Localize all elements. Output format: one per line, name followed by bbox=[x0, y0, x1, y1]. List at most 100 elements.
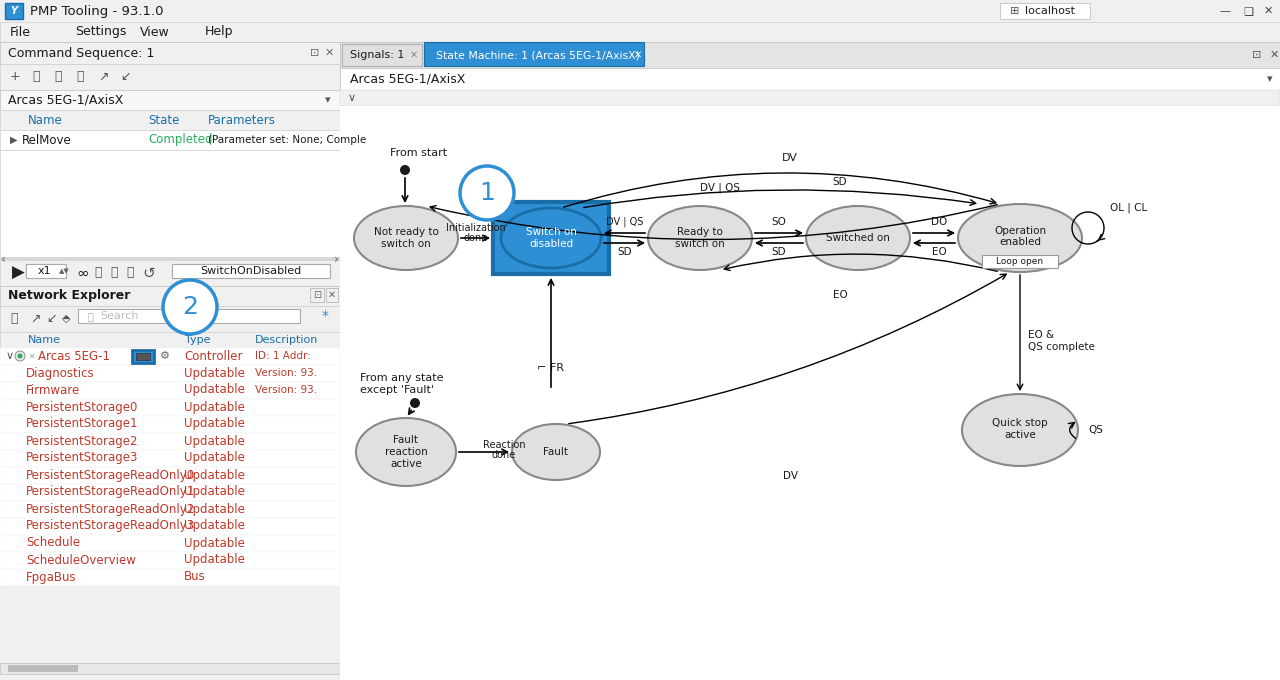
Text: 💾: 💾 bbox=[54, 71, 61, 84]
Text: Updatable: Updatable bbox=[184, 452, 244, 464]
Text: active: active bbox=[1004, 430, 1036, 440]
Text: File: File bbox=[10, 25, 31, 39]
Text: ✕: ✕ bbox=[634, 50, 643, 60]
Text: Quick stop: Quick stop bbox=[992, 418, 1048, 428]
Text: 💾: 💾 bbox=[76, 71, 83, 84]
Text: PersistentStorage1: PersistentStorage1 bbox=[26, 418, 138, 430]
Text: switch on: switch on bbox=[381, 239, 431, 249]
FancyBboxPatch shape bbox=[0, 257, 340, 262]
Text: PersistentStorage2: PersistentStorage2 bbox=[26, 435, 138, 447]
Text: ❑: ❑ bbox=[1243, 6, 1253, 16]
Text: Switched on: Switched on bbox=[826, 233, 890, 243]
Text: done: done bbox=[463, 233, 488, 243]
FancyBboxPatch shape bbox=[0, 286, 340, 306]
Text: ID: 1 Addr:: ID: 1 Addr: bbox=[255, 351, 311, 361]
Text: active: active bbox=[390, 459, 422, 469]
FancyBboxPatch shape bbox=[5, 3, 23, 19]
FancyBboxPatch shape bbox=[0, 501, 340, 518]
Text: 🔌: 🔌 bbox=[10, 313, 18, 326]
Text: Version: 93.: Version: 93. bbox=[255, 368, 317, 378]
Text: (Parameter set: None; Comple: (Parameter set: None; Comple bbox=[207, 135, 366, 145]
Text: ScheduleOverview: ScheduleOverview bbox=[26, 554, 136, 566]
Text: x1: x1 bbox=[38, 266, 51, 276]
Text: 🔍: 🔍 bbox=[88, 311, 93, 321]
Text: Updatable: Updatable bbox=[184, 520, 244, 532]
Text: ✕: ✕ bbox=[328, 290, 337, 300]
Text: ⚙: ⚙ bbox=[160, 351, 170, 361]
Text: Initialization: Initialization bbox=[447, 223, 506, 233]
Ellipse shape bbox=[648, 206, 753, 270]
FancyBboxPatch shape bbox=[0, 260, 340, 286]
Text: Operation: Operation bbox=[995, 226, 1046, 236]
Text: enabled: enabled bbox=[998, 237, 1041, 247]
Circle shape bbox=[410, 398, 420, 408]
FancyBboxPatch shape bbox=[0, 110, 340, 130]
Text: ▶: ▶ bbox=[12, 264, 24, 282]
Text: PersistentStorage3: PersistentStorage3 bbox=[26, 452, 138, 464]
FancyBboxPatch shape bbox=[0, 22, 1280, 42]
FancyBboxPatch shape bbox=[0, 399, 340, 416]
FancyBboxPatch shape bbox=[0, 365, 340, 382]
Text: except 'Fault': except 'Fault' bbox=[360, 385, 434, 395]
Text: PersistentStorageReadOnly3: PersistentStorageReadOnly3 bbox=[26, 520, 195, 532]
Text: Ready to: Ready to bbox=[677, 227, 723, 237]
Text: Type: Type bbox=[186, 335, 210, 345]
Text: SD: SD bbox=[772, 247, 786, 257]
Text: ✕: ✕ bbox=[325, 48, 334, 58]
Text: ↙: ↙ bbox=[46, 313, 56, 326]
Text: FpgaBus: FpgaBus bbox=[26, 571, 77, 583]
Text: ▾: ▾ bbox=[325, 95, 330, 105]
FancyBboxPatch shape bbox=[0, 130, 340, 150]
Text: —: — bbox=[1220, 6, 1230, 16]
Text: EO: EO bbox=[932, 247, 946, 257]
Text: Updatable: Updatable bbox=[184, 401, 244, 413]
Ellipse shape bbox=[963, 394, 1078, 466]
Text: DV: DV bbox=[782, 471, 797, 481]
FancyBboxPatch shape bbox=[0, 569, 340, 586]
Text: Arcas 5EG-1/AxisX: Arcas 5EG-1/AxisX bbox=[8, 94, 123, 107]
Text: ∨: ∨ bbox=[6, 351, 14, 361]
Text: Updatable: Updatable bbox=[184, 537, 244, 549]
Text: ✕: ✕ bbox=[410, 50, 419, 60]
Text: Command Sequence: 1: Command Sequence: 1 bbox=[8, 46, 155, 60]
Text: Diagnostics: Diagnostics bbox=[26, 367, 95, 379]
Text: Search: Search bbox=[100, 311, 138, 321]
Text: ‹: ‹ bbox=[1, 252, 6, 265]
Text: Updatable: Updatable bbox=[184, 435, 244, 447]
FancyBboxPatch shape bbox=[0, 332, 340, 348]
FancyBboxPatch shape bbox=[0, 0, 1280, 22]
Text: switch on: switch on bbox=[675, 239, 724, 249]
FancyBboxPatch shape bbox=[0, 484, 340, 501]
Text: PersistentStorage0: PersistentStorage0 bbox=[26, 401, 138, 413]
Text: Completed: Completed bbox=[148, 133, 212, 146]
FancyBboxPatch shape bbox=[0, 150, 340, 258]
FancyBboxPatch shape bbox=[340, 106, 1280, 680]
Text: Fault: Fault bbox=[544, 447, 568, 457]
Ellipse shape bbox=[500, 208, 602, 268]
Text: Name: Name bbox=[28, 335, 61, 345]
FancyBboxPatch shape bbox=[493, 202, 609, 274]
Text: done: done bbox=[492, 450, 516, 460]
Text: Updatable: Updatable bbox=[184, 469, 244, 481]
Text: Bus: Bus bbox=[184, 571, 206, 583]
FancyBboxPatch shape bbox=[8, 665, 78, 672]
Text: From start: From start bbox=[390, 148, 447, 158]
FancyBboxPatch shape bbox=[0, 306, 340, 332]
Text: PersistentStorageReadOnly1: PersistentStorageReadOnly1 bbox=[26, 486, 196, 498]
Text: Fault: Fault bbox=[393, 435, 419, 445]
Text: From any state: From any state bbox=[360, 373, 443, 383]
Text: View: View bbox=[140, 25, 170, 39]
Text: DO: DO bbox=[931, 217, 947, 227]
FancyBboxPatch shape bbox=[0, 535, 340, 552]
Text: +: + bbox=[10, 71, 20, 84]
Text: PersistentStorageReadOnly0: PersistentStorageReadOnly0 bbox=[26, 469, 195, 481]
Text: PMP Tooling - 93.1.0: PMP Tooling - 93.1.0 bbox=[29, 5, 164, 18]
Text: ⌐ FR: ⌐ FR bbox=[538, 363, 564, 373]
Text: *: * bbox=[323, 309, 329, 323]
FancyBboxPatch shape bbox=[0, 348, 340, 365]
Circle shape bbox=[163, 280, 218, 334]
Ellipse shape bbox=[355, 206, 458, 270]
Text: ↙: ↙ bbox=[120, 71, 131, 84]
Text: ⏹: ⏹ bbox=[110, 267, 118, 279]
Text: ↗: ↗ bbox=[99, 71, 109, 84]
